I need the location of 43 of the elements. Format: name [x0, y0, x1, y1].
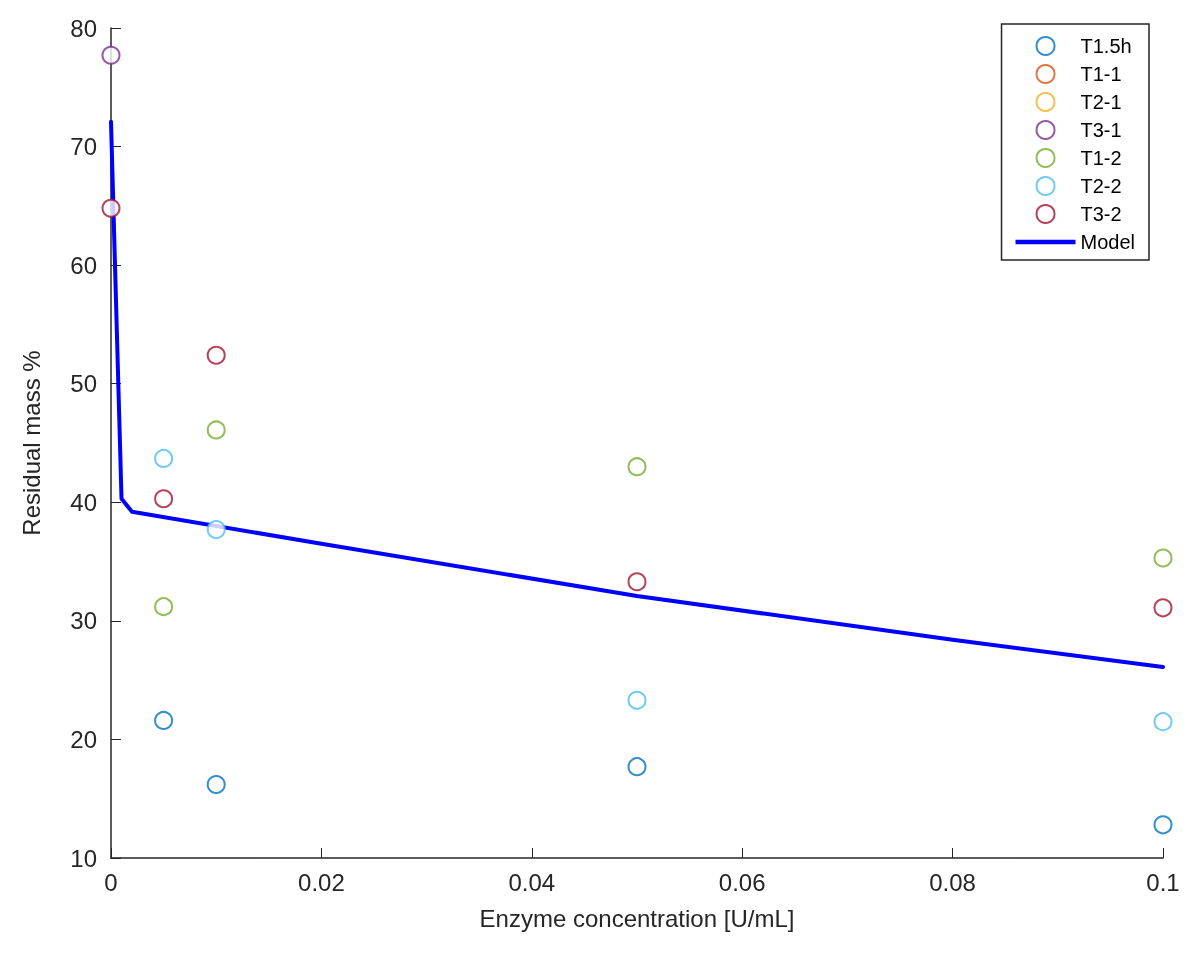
point: [101, 45, 121, 65]
point: [206, 774, 226, 794]
point: [1153, 712, 1173, 732]
point: [1153, 598, 1173, 618]
legend-label: T1.5h: [1080, 35, 1132, 57]
y-tick-label: 20: [70, 725, 97, 753]
point: [1153, 548, 1173, 568]
point: [206, 520, 226, 540]
y-tick-label: 60: [70, 251, 97, 279]
legend-label: T3-1: [1080, 119, 1122, 141]
y-tick-label: 10: [70, 844, 97, 872]
x-tick-label: 0.1: [1146, 868, 1180, 896]
point: [627, 757, 647, 777]
x-axis-title: Enzyme concentration [U/mL]: [479, 904, 795, 932]
point: [1153, 815, 1173, 835]
point: [627, 457, 647, 477]
legend-label: T3-2: [1080, 203, 1122, 225]
point: [206, 345, 226, 365]
x-tick-label: 0.08: [929, 868, 976, 896]
point: [206, 420, 226, 440]
x-tick-label: 0.06: [718, 868, 766, 896]
point: [154, 710, 174, 730]
line-series: [109, 119, 1165, 670]
legend-label: T2-2: [1080, 175, 1122, 197]
point: [154, 597, 174, 617]
point: [101, 198, 121, 218]
legend-label: T1-2: [1080, 147, 1122, 169]
y-tick-label: 40: [70, 488, 97, 516]
y-tick-label: 30: [70, 607, 97, 635]
x-tick-label: 0.02: [298, 868, 345, 896]
point: [627, 572, 647, 592]
legend-label: T2-1: [1080, 91, 1122, 113]
legend-label: T1-1: [1080, 63, 1122, 85]
y-axis-title: Residual mass %: [17, 350, 45, 536]
x-tick-label: 0.04: [508, 868, 556, 896]
point: [154, 448, 174, 468]
legend-label: Model: [1080, 231, 1136, 253]
y-tick-label: 70: [70, 133, 97, 161]
y-tick-label: 50: [70, 370, 97, 398]
point: [627, 690, 647, 710]
x-tick-label: 0: [104, 868, 118, 896]
point: [154, 489, 174, 509]
y-tick-label: 80: [70, 14, 97, 42]
